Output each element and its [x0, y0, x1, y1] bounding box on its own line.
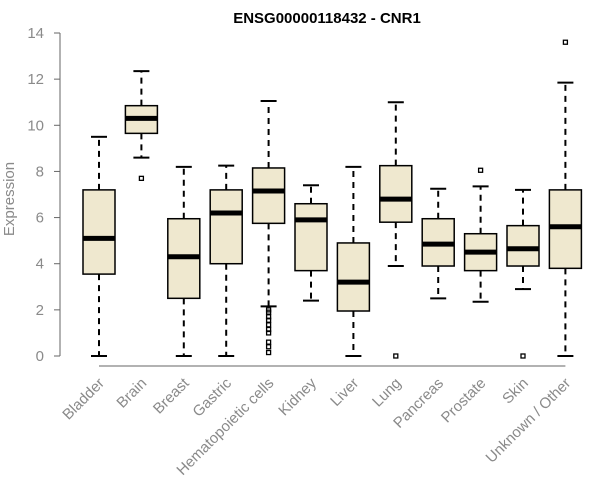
iqr-box — [336, 242, 371, 312]
box-brain — [124, 70, 159, 182]
y-tick-label: 6 — [36, 210, 44, 227]
x-tick-label: Liver — [327, 375, 362, 410]
outlier-point — [265, 339, 272, 345]
iqr-box — [251, 167, 286, 225]
iqr-box — [209, 189, 243, 265]
y-tick-label: 4 — [36, 256, 44, 273]
x-tick-label: Prostate — [438, 375, 490, 427]
box-kidney — [294, 184, 328, 302]
box-lung — [379, 101, 413, 359]
box-prostate — [463, 167, 498, 303]
outlier-point — [265, 322, 272, 328]
axes: 0 2 4 6 8 10 12 14 — [27, 25, 566, 367]
outlier-point — [265, 344, 272, 350]
y-axis-label: Expression — [1, 162, 18, 236]
outlier-point — [265, 330, 272, 336]
outlier-point — [477, 167, 484, 173]
iqr-box — [379, 164, 413, 223]
x-tick-label: Skin — [499, 375, 532, 408]
box-skin — [506, 188, 540, 359]
y-tick-label: 0 — [36, 348, 44, 365]
outlier-point — [520, 353, 526, 359]
y-tick-label: 8 — [36, 163, 44, 180]
x-tick-label: Brain — [113, 375, 150, 412]
outlier-point — [138, 175, 145, 182]
x-tick-label: Breast — [150, 374, 193, 417]
box-unknown-other — [548, 39, 583, 357]
box-bladder — [82, 135, 116, 357]
iqr-box — [506, 224, 540, 267]
y-tick-label: 12 — [27, 71, 44, 88]
box-liver — [336, 165, 371, 357]
box-breast — [167, 165, 201, 357]
x-tick-label: Lung — [369, 375, 405, 411]
x-tick-label: Kidney — [275, 374, 320, 419]
outlier-point — [562, 39, 569, 45]
iqr-box — [82, 189, 116, 275]
box-pancreas — [421, 187, 455, 300]
y-tick-label: 2 — [36, 302, 44, 319]
y-tick-label: 14 — [27, 25, 44, 42]
y-tick-label: 10 — [27, 117, 44, 134]
outlier-point — [393, 353, 399, 359]
box-gastric — [209, 164, 243, 357]
chart-title: ENSG00000118432 - CNR1 — [233, 10, 421, 27]
outlier-point — [265, 349, 272, 356]
box-hematopoietic-cells — [251, 100, 286, 356]
x-tick-label: Bladder — [59, 375, 108, 424]
iqr-box — [294, 202, 328, 272]
outlier-point — [265, 317, 272, 323]
